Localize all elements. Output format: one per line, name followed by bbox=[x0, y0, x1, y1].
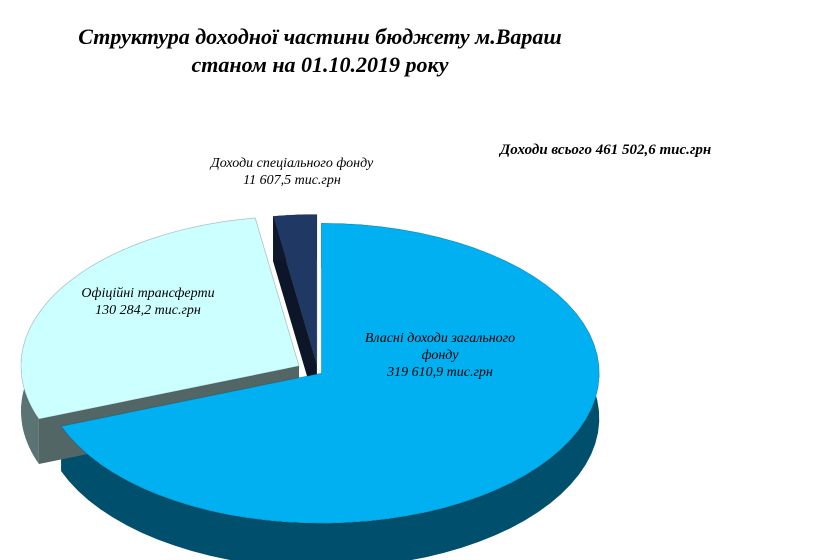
slice-name: Доходи спеціального фонду bbox=[210, 156, 374, 171]
slice bbox=[272, 214, 318, 365]
slice-label: Власні доходи загального фонду 319 610,9 … bbox=[345, 330, 535, 381]
chart-title: Структура доходної частини бюджету м.Вар… bbox=[78, 24, 562, 49]
slice-label: Доходи спеціального фонду 11 607,5 тис.гр… bbox=[192, 155, 392, 189]
slice-cut-face bbox=[273, 216, 317, 410]
slice-value: 319 610,9 тис.грн bbox=[387, 365, 493, 380]
slice-name: Власні доходи загального фонду bbox=[364, 331, 516, 363]
slice-value: 130 284,2 тис.грн bbox=[95, 303, 201, 318]
slice-value: 11 607,5 тис.грн bbox=[243, 173, 341, 188]
slice bbox=[60, 222, 600, 524]
chart-subtitle: станом на 01.10.2019 року bbox=[191, 52, 449, 77]
slice-name: Офіційні трансферти bbox=[81, 286, 215, 301]
annotation: Доходи всього 461 502,6 тис.грн bbox=[500, 142, 712, 158]
slice-label: Офіційні трансферти 130 284,2 тис.грн bbox=[63, 285, 233, 319]
slice bbox=[20, 217, 300, 420]
